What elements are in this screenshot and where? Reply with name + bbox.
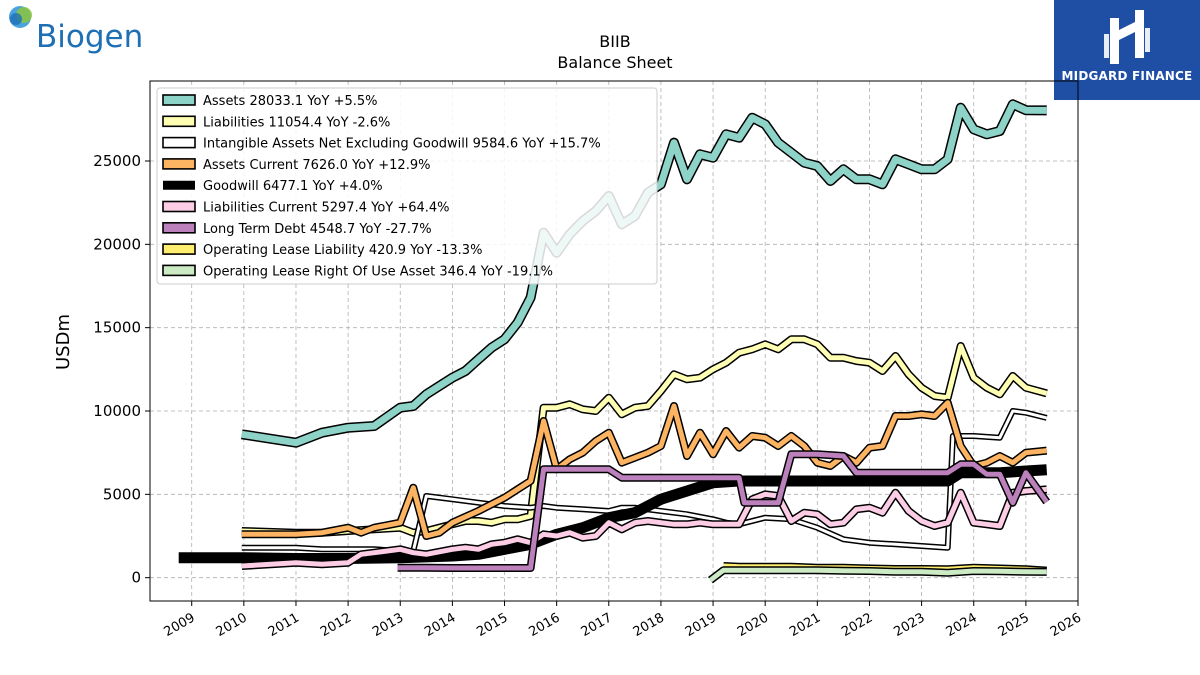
legend-label: Long Term Debt 4548.7 YoY -27.7%: [203, 222, 432, 237]
series-assets: [241, 99, 1047, 448]
y-tick-label: 25000: [93, 152, 141, 170]
legend-entry-intangibles: Intangible Assets Net Excluding Goodwill…: [162, 136, 601, 152]
legend-label: Operating Lease Liability 420.9 YoY -13.…: [203, 243, 482, 258]
y-tick-label: 10000: [93, 402, 141, 420]
legend-swatch: [162, 200, 196, 213]
series-op_lease_rou: [707, 566, 1047, 584]
x-tick-label: 2019: [683, 610, 719, 640]
series-long_term_debt: [397, 450, 1050, 572]
x-tick-label: 2023: [891, 610, 927, 640]
x-tick-label: 2021: [787, 610, 823, 640]
legend-label: Assets Current 7626.0 YoY +12.9%: [203, 158, 430, 173]
legend-swatch: [162, 94, 196, 106]
y-tick-label: 20000: [93, 235, 141, 253]
legend-label: Liabilities Current 5297.4 YoY +64.4%: [203, 201, 450, 216]
series-line-liabilities_current: [241, 486, 1047, 569]
legend-label: Liabilities 11054.4 YoY -2.6%: [203, 115, 390, 130]
x-tick-label: 2009: [162, 610, 198, 640]
legend-swatch: [162, 136, 196, 149]
x-tick-label: 2016: [526, 610, 562, 640]
x-tick-label: 2015: [474, 610, 510, 640]
series-assets_current: [241, 398, 1048, 540]
legend-box: [156, 87, 658, 285]
y-tick-label: 5000: [103, 485, 141, 503]
legend-entry-liabilities_current: Liabilities Current 5297.4 YoY +64.4%: [162, 200, 450, 216]
x-tick-label: 2020: [735, 610, 771, 640]
biogen-wordmark: Biogen: [36, 19, 143, 55]
x-tick-label: 2012: [318, 610, 354, 640]
legend-label: Operating Lease Right Of Use Asset 346.4…: [203, 264, 553, 279]
series-line-long_term_debt: [397, 451, 1049, 571]
legend-entry-goodwill: Goodwill 6477.1 YoY +4.0%: [163, 179, 383, 194]
biogen-globe-icon: Biogen: [9, 6, 143, 55]
x-tick-label: 2017: [579, 610, 615, 640]
legend-swatch: [162, 222, 196, 234]
x-tick-label: 2013: [370, 610, 406, 640]
x-tick-label: 2011: [266, 610, 302, 640]
chart-subtitle: Balance Sheet: [557, 53, 672, 72]
series-line-assets_current: [241, 400, 1047, 539]
series-liabilities_current: [241, 485, 1048, 570]
x-tick-label: 2024: [944, 610, 980, 640]
legend-entry-op_lease_rou: Operating Lease Right Of Use Asset 346.4…: [162, 264, 553, 279]
legend-entry-assets: Assets 28033.1 YoY +5.5%: [162, 94, 378, 109]
legend-entry-liabilities: Liabilities 11054.4 YoY -2.6%: [162, 115, 390, 130]
legend-swatch: [162, 158, 196, 170]
y-tick-label: 0: [131, 569, 141, 587]
legend: Assets 28033.1 YoY +5.5% Liabilities 1105…: [156, 87, 658, 285]
legend-swatch: [162, 264, 196, 277]
series-line-op_lease_rou: [708, 567, 1047, 583]
midgard-emblem-icon: [1104, 10, 1150, 64]
legend-entry-op_lease_liability: Operating Lease Liability 420.9 YoY -13.…: [162, 243, 482, 258]
y-axis-label: USDm: [53, 314, 74, 370]
x-tick-label: 2022: [839, 610, 875, 640]
x-tick-label: 2010: [214, 610, 250, 640]
chart-title: BIIB: [599, 32, 630, 51]
series-lines: [178, 99, 1050, 584]
y-tick-label: 15000: [93, 319, 141, 337]
legend-label: Goodwill 6477.1 YoY +4.0%: [203, 179, 383, 194]
plot-frame: [149, 80, 1079, 602]
biogen-logo: Biogen: [6, 4, 156, 56]
x-tick-label: 2025: [996, 610, 1032, 640]
legend-label: Assets 28033.1 YoY +5.5%: [203, 94, 378, 109]
legend-swatch: [162, 243, 196, 255]
x-tick-label: 2026: [1048, 610, 1084, 640]
legend-entry-long_term_debt: Long Term Debt 4548.7 YoY -27.7%: [162, 222, 432, 237]
series-line-assets: [241, 100, 1047, 447]
midgard-wordmark: MIDGARD FINANCE: [1061, 69, 1193, 83]
legend-label: Intangible Assets Net Excluding Goodwill…: [203, 137, 601, 152]
legend-entry-assets_current: Assets Current 7626.0 YoY +12.9%: [162, 158, 430, 173]
x-tick-label: 2018: [631, 610, 667, 640]
x-tick-label: 2014: [422, 610, 458, 640]
legend-swatch: [162, 115, 196, 128]
